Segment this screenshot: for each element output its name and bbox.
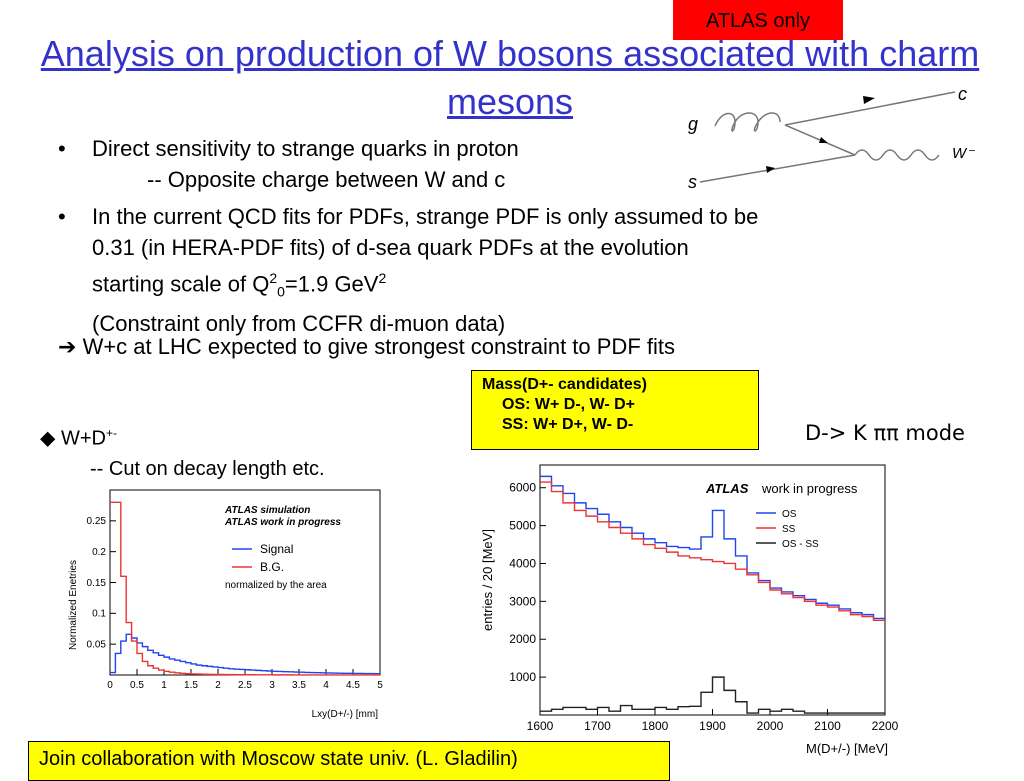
wd-block: ◆ W+D+- -- Cut on decay length etc. [40, 420, 325, 482]
bullet-1-sub: -- Opposite charge between W and c [147, 167, 506, 192]
bullet-2-line2: 0.31 (in HERA-PDF fits) of d-sea quark P… [92, 235, 689, 260]
x-tick-label: 2100 [814, 719, 841, 733]
x-tick-label: 1 [161, 680, 167, 691]
arrow-head-icon [819, 137, 828, 143]
charm-quark-line [784, 91, 956, 126]
right-arrow-icon: ➔ [58, 334, 77, 359]
arrow-head-icon [766, 166, 775, 173]
series-b-g--line [110, 501, 380, 676]
y-tick-label: 6000 [509, 481, 536, 495]
mass-candidates-box: Mass(D+- candidates) OS: W+ D-, W- D+ SS… [471, 370, 759, 450]
x-tick-label: 2000 [757, 719, 784, 733]
legend-diff-label: OS - SS [782, 539, 819, 550]
conclusion-line: ➔ W+c at LHC expected to give strongest … [58, 331, 675, 362]
series-ss-line [540, 481, 885, 622]
x-tick-label: 1600 [527, 719, 554, 733]
annotation-normalized: normalized by the area [225, 580, 327, 591]
legend-signal-label: Signal [260, 542, 293, 556]
x-axis-label: Lxy(D+/-) [mm] [312, 709, 379, 720]
collaboration-footer: Join collaboration with Moscow state uni… [28, 741, 670, 781]
atlas-only-tag: ATLAS only [673, 0, 843, 40]
x-tick-label: 1700 [584, 719, 611, 733]
bullet-2-line4: (Constraint only from CCFR di-muon data) [92, 310, 506, 336]
bullet-dot: • [58, 136, 66, 161]
y-tick-label: 1000 [509, 670, 536, 684]
atlas-annotation-rest: work in progress [761, 481, 858, 496]
y-tick-label: 5000 [509, 519, 536, 533]
y-axis-label: entries / 20 [MeV] [480, 529, 495, 631]
x-tick-label: 2200 [872, 719, 898, 733]
series-os-line [540, 475, 885, 620]
w-label: W⁻ [952, 145, 975, 162]
x-axis-label: M(D+/-) [MeV] [806, 741, 888, 756]
wd-sub: -- Cut on decay length etc. [90, 457, 325, 480]
mass-box-ss: SS: W+ D+, W- D- [502, 416, 634, 433]
bullet-dot: • [58, 204, 66, 229]
w-boson-line [854, 149, 940, 161]
y-tick-label: 0.2 [92, 547, 106, 558]
x-tick-label: 1.5 [184, 680, 198, 691]
x-tick-label: 2.5 [238, 680, 252, 691]
legend-os-label: OS [782, 509, 797, 520]
gluon-label: g [688, 114, 698, 134]
y-tick-label: 0.1 [92, 609, 106, 620]
x-tick-label: 0 [107, 680, 113, 691]
y-tick-label: 4000 [509, 556, 536, 570]
x-tick-label: 5 [377, 680, 383, 691]
y-tick-label: 0.05 [87, 640, 107, 651]
arrow-head-icon [863, 96, 875, 104]
mass-box-os: OS: W+ D-, W- D+ [502, 396, 636, 413]
series-os-ss-line [540, 676, 885, 714]
legend-ss-label: SS [782, 524, 796, 535]
gluon-line [714, 112, 781, 132]
y-tick-label: 2000 [509, 632, 536, 646]
mass-box-title: Mass(D+- candidates) [482, 376, 647, 393]
strange-label: s [688, 172, 697, 192]
bullet-1: • Direct sensitivity to strange quarks i… [58, 133, 519, 195]
x-tick-label: 0.5 [130, 680, 144, 691]
x-tick-label: 3 [269, 680, 275, 691]
x-tick-label: 4.5 [346, 680, 360, 691]
decay-length-chart: 0 0.5 1 1.5 2 2.5 3 3.5 4 4.5 50.050.10.150.20.25 … [68, 489, 383, 720]
annotation-wip: ATLAS work in progress [224, 517, 341, 528]
series-signal-line [110, 633, 380, 675]
feynman-diagram: g s c W⁻ [688, 84, 975, 192]
bullet-2: • In the current QCD fits for PDFs, stra… [58, 201, 759, 339]
annotation-simulation: ATLAS simulation [224, 505, 310, 516]
mass-distribution-chart: 1600 1700 1800 1900 2000 2100 2200 1000 2000 3000… [480, 464, 898, 756]
legend-bg-label: B.G. [260, 560, 284, 574]
x-tick-label: 3.5 [292, 680, 306, 691]
bullet-2-line1: In the current QCD fits for PDFs, strang… [92, 204, 759, 229]
strange-quark-line [699, 154, 856, 183]
y-axis-label: Normalized Enetries [68, 560, 79, 650]
y-tick-label: 0.25 [87, 516, 107, 527]
atlas-annotation: ATLAS [705, 481, 749, 496]
x-tick-label: 4 [323, 680, 329, 691]
x-tick-label: 2 [215, 680, 221, 691]
bullet-1-text: Direct sensitivity to strange quarks in … [92, 136, 519, 161]
bullet-2-line3: starting scale of Q20=1.9 GeV2 [92, 270, 387, 300]
wd-label: ◆ W+D+- [40, 426, 117, 450]
x-tick-label: 1900 [699, 719, 726, 733]
slide-title: Analysis on production of W bosons assoc… [40, 33, 980, 122]
conclusion-text: W+c at LHC expected to give strongest co… [82, 334, 675, 359]
y-tick-label: 3000 [509, 594, 536, 608]
decay-mode-label: D-> K ππ mode [805, 421, 965, 445]
charm-label: c [958, 84, 967, 104]
y-tick-label: 0.15 [87, 578, 107, 589]
x-tick-label: 1800 [642, 719, 669, 733]
diamond-icon: ◆ [40, 427, 56, 450]
